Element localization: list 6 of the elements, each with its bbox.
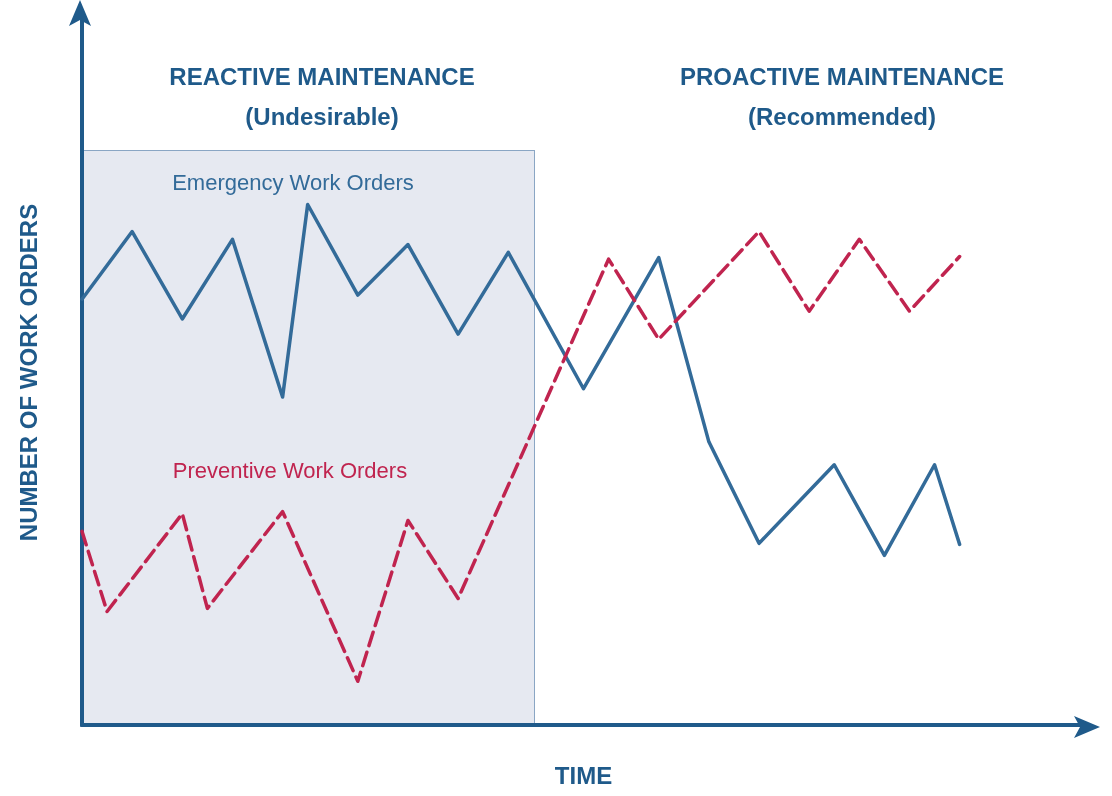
series-label: Preventive Work Orders: [172, 457, 408, 483]
series-label: Emergency Work Orders: [172, 169, 414, 195]
text: REACTIVE MAINTENANCE (Undesirable): [169, 62, 475, 130]
x-axis-title: TIME: [554, 761, 613, 789]
y-axis-title: NUMBER OF WORK ORDERS: [14, 203, 42, 542]
text: PROACTIVE MAINTENANCE (Recommended): [679, 62, 1005, 130]
